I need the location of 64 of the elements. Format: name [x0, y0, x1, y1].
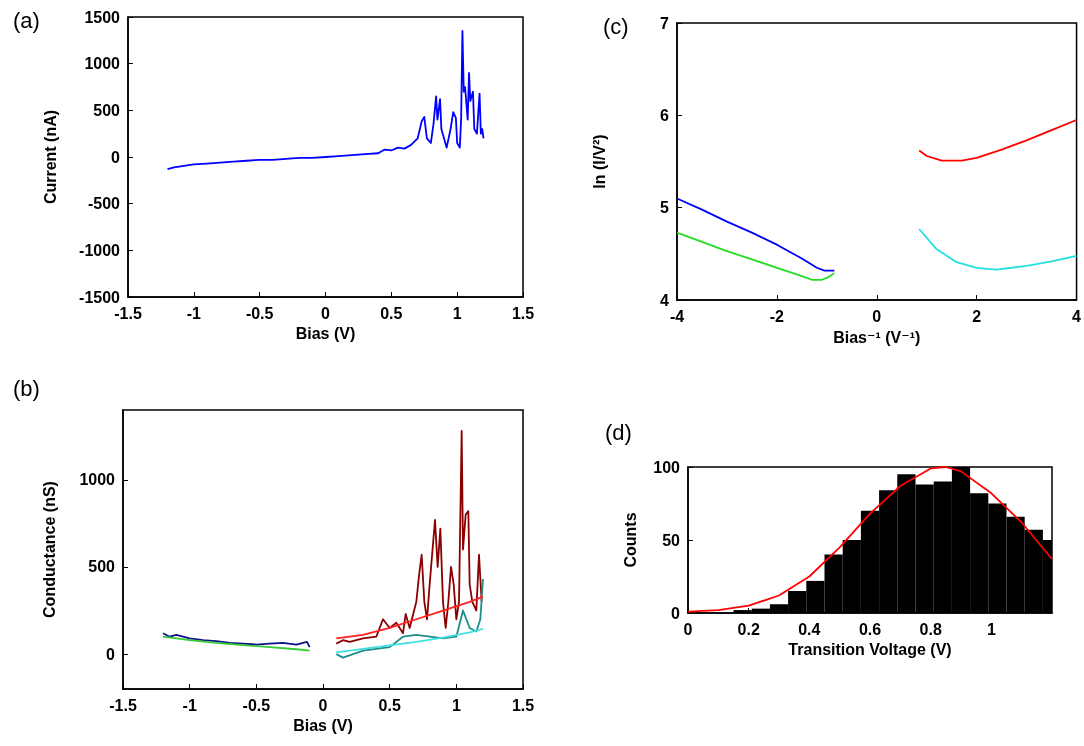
x-tick-label: -1	[186, 304, 202, 322]
chart-title: (b)	[13, 375, 40, 401]
x-tick-label: 0.5	[380, 304, 403, 322]
x-tick-label: 0.5	[378, 696, 401, 714]
y-tick-label: 50	[662, 531, 681, 549]
x-tick-label: 1	[451, 696, 461, 714]
x-tick-label: 1	[986, 620, 996, 638]
x-tick-label: 0	[318, 696, 328, 714]
x-tick-label: -1	[182, 696, 197, 714]
y-tick-label: 4	[660, 291, 670, 309]
y-tick-label: -1500	[79, 288, 121, 306]
chart-title: (d)	[605, 419, 632, 445]
line-series	[335, 595, 484, 640]
y-axis-title: Conductance (nS)	[40, 481, 58, 618]
x-tick-label: 1.5	[511, 696, 535, 714]
x-tick-label: 0	[872, 307, 882, 325]
x-tick-label: -0.5	[242, 696, 271, 714]
x-axis-title: Bias⁻¹ (V⁻¹)	[833, 328, 921, 346]
line-series	[676, 197, 836, 272]
x-tick-label: -1.5	[109, 696, 137, 714]
line-series	[335, 578, 484, 659]
x-tick-label: 1.5	[511, 304, 535, 322]
x-tick-label: 0	[321, 304, 331, 322]
x-tick-label: 4	[1072, 307, 1082, 325]
line-series	[676, 231, 836, 281]
x-axis-title: Transition Voltage (V)	[788, 640, 952, 658]
chart-title: (c)	[603, 13, 629, 39]
y-tick-label: -500	[87, 195, 121, 213]
x-tick-label: 2	[972, 307, 982, 325]
y-tick-label: 1000	[84, 55, 121, 73]
line-series	[687, 466, 1053, 613]
x-tick-label: -0.5	[245, 304, 274, 322]
y-tick-label: 1000	[79, 471, 116, 489]
x-tick-label: -1.5	[114, 304, 142, 322]
y-tick-label: 5	[660, 199, 670, 217]
line-series	[335, 430, 483, 645]
y-tick-label: 500	[88, 558, 116, 576]
line-series	[918, 119, 1078, 162]
x-axis-title: Bias (V)	[293, 717, 353, 735]
line-series	[335, 627, 484, 654]
y-axis-title: Counts	[621, 512, 639, 568]
x-tick-label: -2	[769, 307, 785, 325]
y-tick-label: 6	[660, 106, 670, 124]
x-tick-label: 0	[683, 620, 693, 638]
y-axis-title: Current (nA)	[41, 109, 59, 205]
y-tick-label: 0	[106, 645, 116, 663]
y-tick-label: 500	[93, 101, 121, 119]
x-tick-label: 0.8	[919, 620, 942, 638]
x-tick-label: 0.4	[798, 620, 821, 638]
line-series	[166, 30, 485, 171]
x-tick-label: -4	[669, 307, 685, 325]
x-tick-label: 0.2	[737, 620, 760, 638]
y-tick-label: -1000	[79, 241, 121, 259]
chart-title: (a)	[13, 7, 40, 33]
y-tick-label: 0	[111, 148, 121, 166]
y-axis-title: ln (I/V²)	[590, 134, 608, 189]
y-tick-label: 1500	[84, 8, 121, 26]
y-tick-label: 100	[653, 458, 681, 476]
x-tick-label: 1	[452, 304, 462, 322]
line-series	[918, 228, 1078, 271]
x-axis-title: Bias (V)	[295, 325, 356, 343]
x-tick-label: 0.6	[858, 620, 882, 638]
y-tick-label: 0	[671, 604, 681, 622]
y-tick-label: 7	[660, 14, 670, 32]
